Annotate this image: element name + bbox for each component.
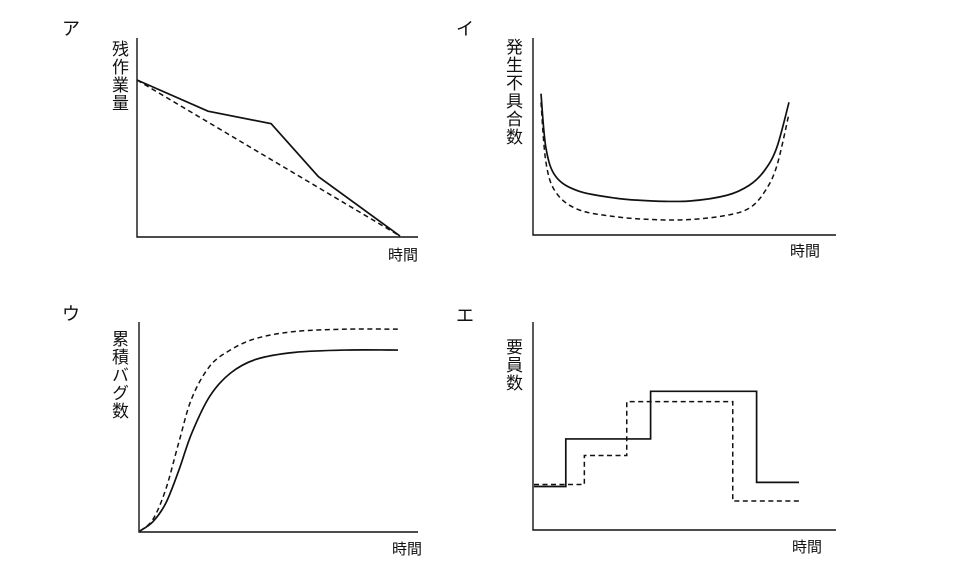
panel-u-series-solid-line: [139, 349, 399, 532]
panel-i-y-axis-label: 発生不具合数: [502, 38, 523, 146]
panel-e-axes: [532, 322, 836, 531]
panel-u-x-axis-label: 時間: [392, 540, 422, 558]
panel-u-series-dashed-line: [139, 328, 399, 532]
panel-a-plot: [136, 79, 401, 237]
panel-a-y-axis-label: 残作業量: [108, 40, 129, 112]
panel-i-series-solid-line: [540, 93, 790, 203]
panel-a-series-solid-line: [136, 79, 401, 237]
panel-e: エ 要員数 時間: [456, 306, 836, 556]
panel-a-series-dashed-line: [136, 79, 401, 237]
panel-i: イ 発生不具合数 時間: [456, 19, 836, 260]
panel-a: ア 残作業量 時間: [62, 19, 418, 264]
panel-i-series-dashed-line: [540, 102, 790, 221]
panel-u-y-axis-label: 累積バグ数: [108, 330, 129, 420]
panel-e-y-axis-label: 要員数: [502, 338, 523, 392]
panel-i-axes: [532, 38, 836, 236]
panel-u: ウ 累積バグ数 時間: [62, 304, 422, 558]
panel-u-label: ウ: [62, 304, 80, 325]
panel-u-plot: [139, 328, 399, 532]
panel-i-plot: [540, 93, 790, 221]
panel-e-x-axis-label: 時間: [792, 538, 822, 556]
panel-e-label: エ: [456, 306, 474, 327]
panel-u-axes: [138, 322, 418, 533]
panel-a-x-axis-label: 時間: [388, 246, 418, 264]
panel-a-label: ア: [62, 19, 80, 40]
panel-i-x-axis-label: 時間: [790, 242, 820, 260]
panel-e-series-dashed-line: [534, 400, 799, 502]
panel-a-axes: [136, 38, 418, 238]
panel-i-label: イ: [456, 19, 474, 40]
panel-e-plot: [534, 390, 799, 502]
panel-e-series-solid-line: [534, 390, 799, 488]
